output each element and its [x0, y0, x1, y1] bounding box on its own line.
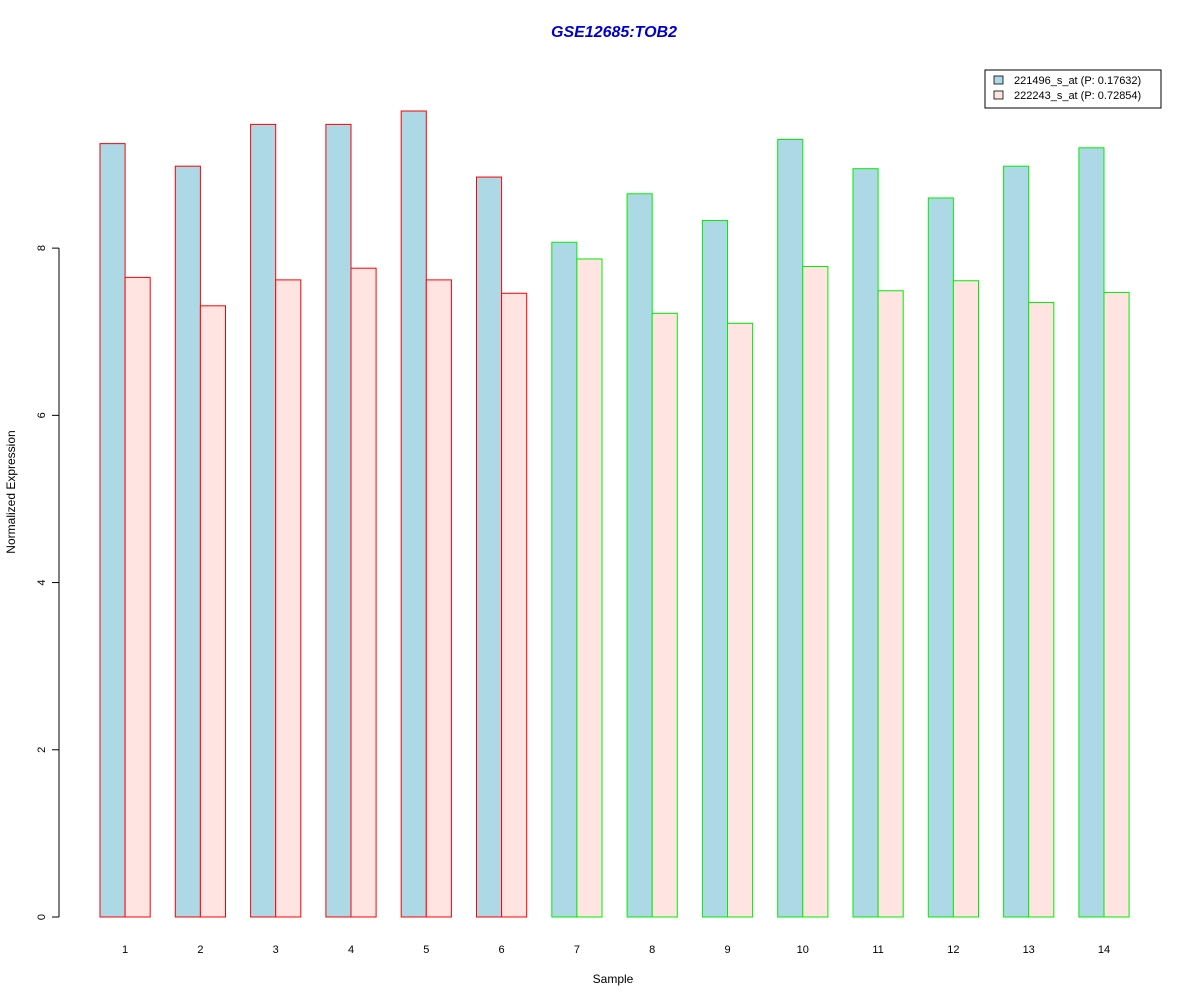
bar-series1-sample-2 [174, 165, 201, 918]
x-tick-label: 11 [872, 944, 883, 956]
bar-series1-sample-5 [400, 110, 427, 918]
x-tick-label: 4 [348, 944, 354, 956]
x-tick-label: 9 [724, 944, 730, 956]
legend: 221496_s_at (P: 0.17632) 222243_s_at (P: … [984, 69, 1162, 109]
bar-series1-sample-4 [325, 123, 352, 918]
bar-series2-sample-3 [275, 279, 302, 918]
x-tick-label: 5 [423, 944, 429, 956]
bar-series1-sample-3 [250, 123, 277, 918]
x-tick-label: 6 [499, 944, 505, 956]
x-axis-label: Sample [593, 972, 634, 986]
legend-label: 221496_s_at (P: 0.17632) [1014, 75, 1141, 87]
bar-series2-sample-14 [1103, 291, 1130, 918]
x-tick-labels: 1 2 3 4 5 6 7 8 9 10 11 12 13 14 [122, 944, 1110, 956]
bars-group [99, 110, 1130, 918]
legend-swatch [993, 75, 1004, 85]
bar-series1-sample-14 [1078, 147, 1105, 918]
bar-series1-sample-7 [551, 241, 578, 918]
bar-series2-sample-9 [727, 322, 754, 918]
x-tick-label: 14 [1098, 944, 1110, 956]
x-tick-label: 7 [574, 944, 580, 956]
x-tick-label: 8 [649, 944, 655, 956]
bar-series2-sample-5 [425, 279, 452, 918]
y-axis-label: Normalized Expression [4, 430, 18, 553]
y-tick-label: 6 [36, 412, 48, 418]
legend-swatch [993, 90, 1004, 100]
x-tick-label: 3 [273, 944, 279, 956]
y-tick-label: 8 [36, 245, 48, 251]
bar-series1-sample-1 [99, 143, 126, 918]
bar-series1-sample-6 [476, 176, 503, 918]
bar-series2-sample-13 [1028, 301, 1055, 918]
y-axis: 0 2 4 6 8 [36, 245, 60, 920]
bar-series1-sample-8 [626, 193, 653, 918]
x-tick-label: 1 [122, 944, 128, 956]
bar-series2-sample-6 [501, 292, 528, 918]
chart-title: GSE12685:TOB2 [551, 24, 677, 41]
legend-label: 222243_s_at (P: 0.72854) [1014, 90, 1141, 102]
bar-series2-sample-2 [199, 305, 226, 918]
legend-box [984, 69, 1162, 109]
bar-series2-sample-10 [802, 266, 829, 918]
bar-series2-sample-7 [576, 258, 603, 918]
x-tick-label: 10 [797, 944, 809, 956]
bar-series1-sample-9 [701, 220, 729, 918]
y-tick-label: 4 [36, 579, 48, 585]
bar-series2-sample-1 [124, 276, 151, 918]
x-tick-label: 12 [947, 944, 959, 956]
bar-series1-sample-10 [777, 138, 804, 918]
x-tick-label: 2 [197, 944, 203, 956]
bar-series2-sample-11 [877, 290, 904, 918]
bar-series2-sample-12 [952, 280, 980, 918]
bar-series1-sample-12 [927, 197, 954, 918]
y-tick-label: 2 [36, 747, 48, 753]
bar-series1-sample-13 [1003, 165, 1030, 918]
bar-series1-sample-11 [852, 168, 879, 918]
x-tick-label: 13 [1023, 944, 1035, 956]
bar-series2-sample-4 [350, 267, 377, 918]
bar-series2-sample-8 [651, 312, 678, 918]
y-tick-label: 0 [36, 914, 48, 920]
